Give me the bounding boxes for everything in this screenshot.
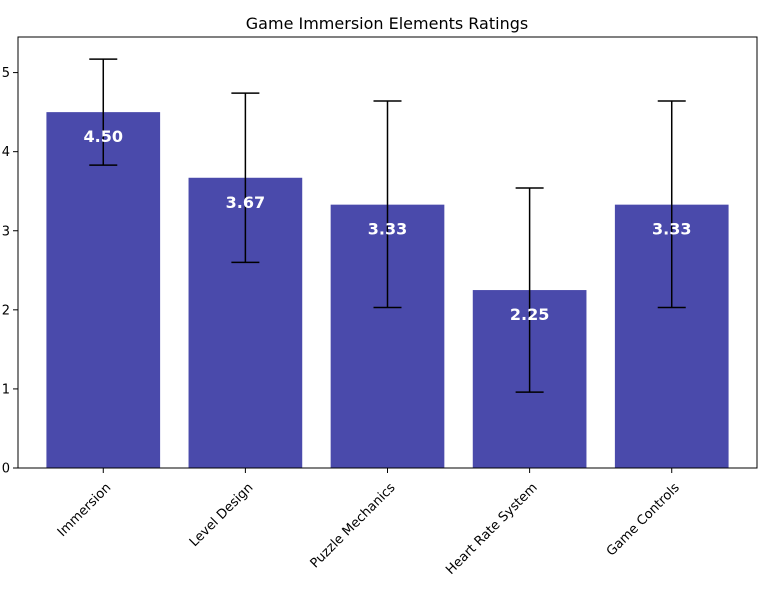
data-label-2: 3.33 <box>368 220 407 239</box>
y-tick-label-1: 1 <box>2 382 10 397</box>
bar-0 <box>46 112 161 468</box>
x-tick-label-3: Heart Rate System <box>443 480 540 577</box>
error-bar-0 <box>89 58 118 166</box>
x-tick-label-2: Puzzle Mechanics <box>308 480 399 571</box>
error-bars-layer <box>89 58 686 393</box>
data-label-1: 3.67 <box>226 193 265 212</box>
error-bar-1 <box>231 92 260 264</box>
x-tick-label-1: Level Design <box>187 480 257 550</box>
y-tick-label-2: 2 <box>2 303 10 318</box>
y-tick-label-5: 5 <box>2 66 10 81</box>
data-label-4: 3.33 <box>652 220 691 239</box>
x-tick-label-4: Game Controls <box>604 480 683 559</box>
data-label-3: 2.25 <box>510 305 549 324</box>
y-tick-label-4: 4 <box>2 145 10 160</box>
plot-frame <box>17 36 758 469</box>
y-tick-label-3: 3 <box>2 224 10 239</box>
data-label-0: 4.50 <box>84 127 123 146</box>
y-axis: 0 1 2 3 4 5 <box>2 66 18 477</box>
y-tick-label-0: 0 <box>2 462 10 477</box>
chart-title: Game Immersion Elements Ratings <box>246 14 528 33</box>
error-bar-2 <box>373 100 402 309</box>
x-tick-label-0: Immersion <box>55 480 114 539</box>
error-bar-4 <box>657 100 686 309</box>
error-bar-3 <box>515 187 544 393</box>
data-labels-layer: 4.50 3.67 3.33 2.25 3.33 <box>84 127 692 324</box>
x-axis: Immersion Level Design Puzzle Mechanics Hea… <box>55 468 683 578</box>
